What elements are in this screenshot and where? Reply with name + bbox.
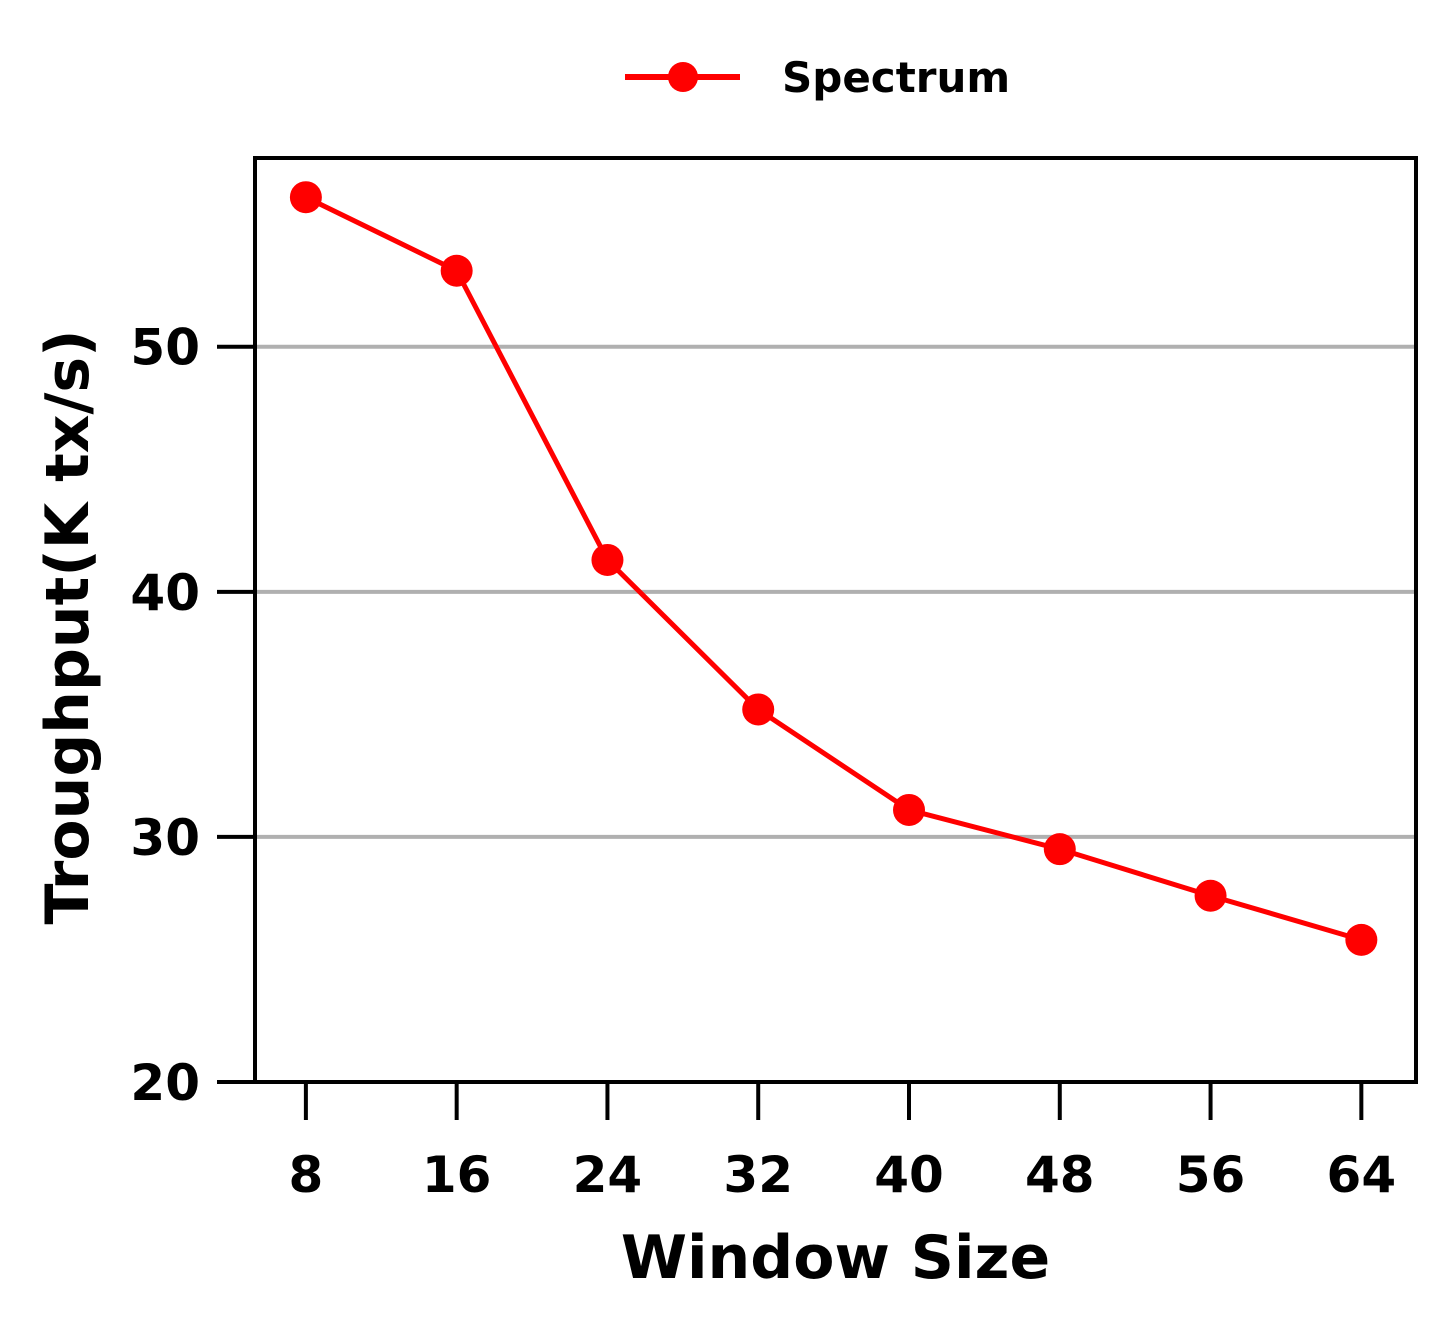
data-point	[742, 693, 775, 726]
x-tick-label: 16	[422, 1146, 492, 1204]
y-tick-label: 30	[130, 809, 200, 867]
series-line-spectrum	[304, 194, 1363, 943]
y-tick-label: 50	[130, 319, 200, 377]
axis-ticks: 20 30 40 50 8 16 24 32 40 48 56 64	[130, 319, 1396, 1204]
x-tick-label: 40	[874, 1146, 944, 1204]
plot-frame	[253, 156, 1418, 1084]
x-tick-label: 48	[1025, 1146, 1095, 1204]
x-tick-label: 24	[573, 1146, 643, 1204]
data-point	[289, 181, 322, 214]
data-point	[440, 254, 473, 287]
legend-marker-swatch	[668, 62, 698, 92]
x-axis-title: Window Size	[621, 1223, 1050, 1293]
legend-entry-spectrum: Spectrum	[782, 53, 1010, 102]
x-tick-label: 56	[1176, 1146, 1246, 1204]
data-point	[1043, 833, 1076, 866]
y-axis-title: Troughput(K tx/s)	[33, 329, 103, 924]
data-point	[591, 543, 624, 576]
y-tick-label: 20	[130, 1054, 200, 1112]
x-tick-label: 64	[1327, 1146, 1397, 1204]
x-tick-label: 32	[723, 1146, 793, 1204]
y-tick-label: 40	[130, 564, 200, 622]
legend: Spectrum	[625, 53, 1010, 102]
series-layer	[289, 181, 1378, 956]
data-point	[893, 793, 926, 826]
grid-lines	[255, 344, 1416, 839]
data-point	[1345, 923, 1378, 956]
x-tick-label: 8	[288, 1146, 323, 1204]
data-point	[1194, 879, 1227, 912]
